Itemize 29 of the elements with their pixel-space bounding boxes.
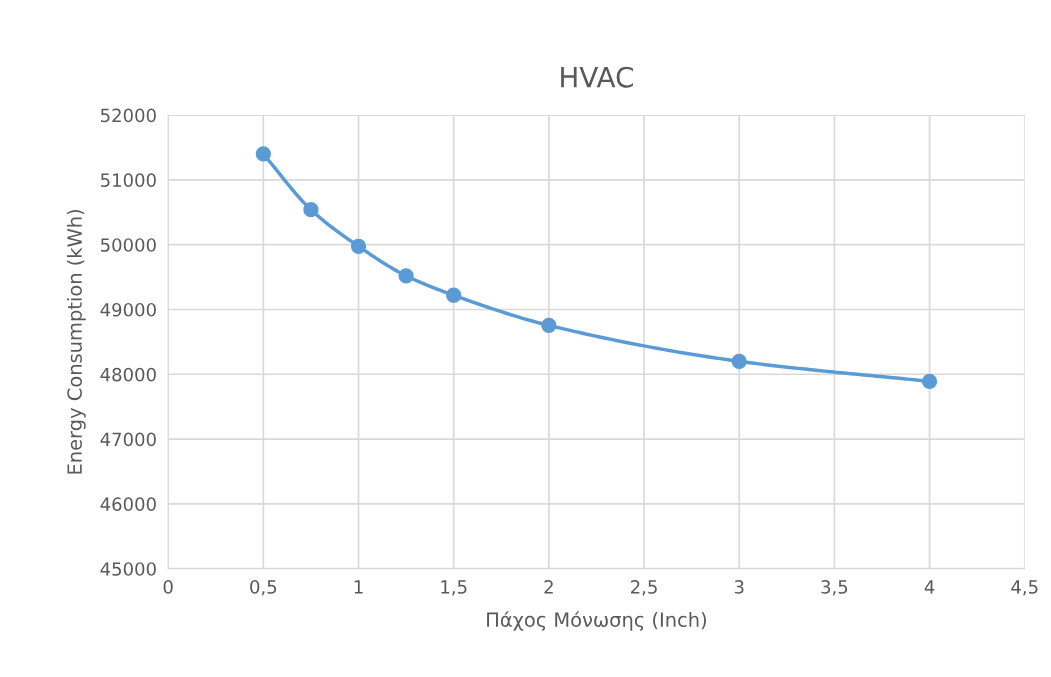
x-tick-label: 2,5	[631, 580, 657, 596]
point	[303, 202, 319, 218]
x-axis-title: Πάχος Μόνωσης (Inch)	[487, 611, 706, 631]
y-axis-title: Energy Consumption (kWh)	[66, 209, 86, 474]
y-tick-label: 49000	[100, 302, 156, 317]
point	[350, 238, 367, 254]
y-tick-label: 51000	[101, 173, 156, 188]
x-tick-label: 2	[544, 580, 553, 594]
y-tick-label: 50000	[101, 238, 156, 252]
x-tick-label: 3	[734, 580, 744, 594]
point	[731, 353, 747, 369]
y-tick-label: 47000	[100, 432, 156, 447]
chart-title: HVAC	[561, 66, 633, 88]
y-tick-label: 45000	[100, 562, 156, 576]
point	[446, 287, 462, 303]
x-tick-label: 0,5	[250, 580, 277, 596]
x-tick-label: 0	[163, 580, 173, 594]
y-tick-label: 46000	[100, 497, 156, 511]
point	[255, 146, 271, 162]
y-tick-label: 48000	[100, 367, 156, 382]
x-tick-label: 4	[924, 580, 935, 594]
x-tick-label: 1,5	[441, 580, 467, 596]
x-tick-label: 1	[354, 580, 363, 594]
point	[541, 317, 557, 334]
point	[398, 268, 414, 284]
x-tick-label: 3,5	[821, 580, 848, 596]
point	[921, 373, 938, 390]
y-tick-label: 52000	[101, 108, 156, 123]
x-tick-label: 4,5	[1011, 580, 1038, 596]
